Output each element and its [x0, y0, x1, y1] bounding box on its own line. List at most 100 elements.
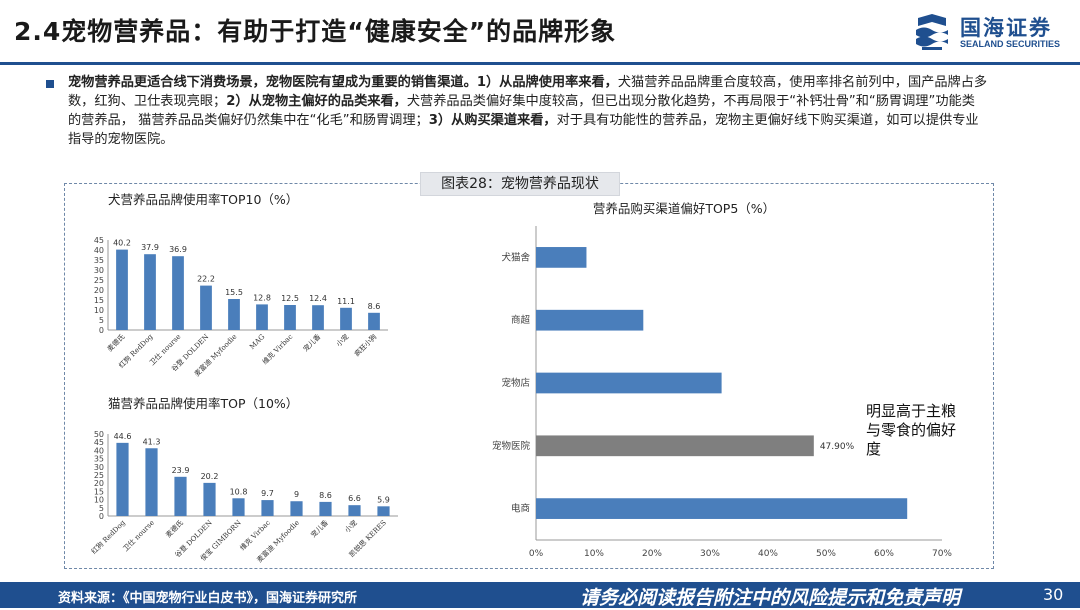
x-tick-label: 维克 Virbac — [260, 332, 294, 366]
data-label: 9 — [294, 490, 299, 499]
x-tick-label: 小宠 — [343, 518, 359, 534]
x-tick-label: 宠儿香 — [309, 518, 330, 539]
bar — [536, 372, 722, 394]
chart-title: 犬营养品品牌使用率TOP10（%） — [108, 192, 298, 207]
data-label: 6.6 — [348, 494, 361, 503]
company-logo: 国海证券 SEALAND SECURITIES — [912, 10, 1062, 56]
x-tick-label: 麦德氏 — [105, 332, 126, 353]
data-label: 41.3 — [143, 437, 161, 446]
data-label: 10.8 — [230, 487, 248, 496]
footer-bar: 资料来源：《中国宠物行业白皮书》，国海证券研究所 请务必阅读报告附注中的风险提示… — [0, 582, 1080, 609]
y-tick-label: 40 — [94, 246, 104, 255]
x-tick-label: 40% — [758, 549, 778, 559]
y-tick-label: 商超 — [511, 314, 531, 326]
data-label: 40.2 — [113, 239, 131, 248]
data-label: 20.2 — [201, 472, 219, 481]
summary-bold-1: 宠物营养品更适合线下消费场景，宠物医院有望成为重要的销售渠道。 — [68, 75, 477, 90]
data-label: 8.6 — [368, 302, 381, 311]
y-tick-label: 25 — [94, 471, 104, 480]
data-label: 47.90% — [820, 442, 855, 452]
x-tick-label: 60% — [874, 549, 894, 559]
chart-title: 猫营养品品牌使用率TOP（10%） — [108, 396, 298, 411]
x-tick-label: 红狗 RedDog — [89, 518, 127, 556]
x-tick-label: 疯狂小狗 — [352, 332, 378, 358]
x-tick-label: 宠儿香 — [301, 332, 322, 353]
summary-bold-4: 3）从购买渠道来看， — [428, 113, 557, 128]
y-tick-label: 10 — [94, 306, 104, 315]
summary-text-2: 犬营养品品类偏好集中度较高，但已出现分散化趋势，不再局限于“补钙壮骨”和“肠胃调… — [68, 94, 975, 128]
data-label: 37.9 — [141, 243, 159, 252]
summary-paragraph: 宠物营养品更适合线下消费场景，宠物医院有望成为重要的销售渠道。1）从品牌使用率来… — [68, 73, 988, 149]
y-tick-label: 犬猫舍 — [501, 251, 530, 263]
x-tick-label: 20% — [642, 549, 662, 559]
bar — [536, 309, 644, 331]
bar — [174, 476, 187, 516]
bar — [319, 501, 332, 516]
x-tick-label: 30% — [700, 549, 720, 559]
x-tick-label: 卫仕 nourse — [121, 518, 156, 553]
header-divider — [0, 62, 1080, 65]
y-tick-label: 45 — [94, 236, 104, 245]
data-label: 12.5 — [281, 294, 299, 303]
summary-bold-3: 2）从宠物主偏好的品类来看， — [226, 94, 407, 109]
data-label: 36.9 — [169, 245, 187, 254]
bar — [340, 307, 352, 330]
bar — [232, 498, 245, 516]
x-tick-label: MAG — [248, 332, 267, 351]
data-label: 12.4 — [309, 294, 327, 303]
bar — [536, 498, 908, 519]
x-tick-label: 麦德氏 — [164, 518, 185, 539]
y-tick-label: 50 — [94, 430, 104, 439]
bar — [377, 506, 390, 516]
y-tick-label: 宠物店 — [501, 377, 530, 389]
y-tick-label: 15 — [94, 296, 104, 305]
y-tick-label: 30 — [94, 266, 104, 275]
y-tick-label: 35 — [94, 256, 104, 265]
y-tick-label: 20 — [94, 286, 104, 295]
summary-bold-2: 1）从品牌使用率来看， — [476, 75, 618, 90]
bar — [172, 256, 184, 330]
logo-name: 国海证券 — [960, 16, 1052, 40]
y-tick-label: 40 — [94, 446, 104, 455]
data-label: 23.9 — [172, 466, 190, 475]
y-tick-label: 电商 — [511, 503, 530, 515]
summary-text-1: 犬猫营养品品牌重合度较高，使用率排名前列中，国产品牌占多数，红狗、卫仕表现亮眼； — [68, 75, 988, 109]
bar — [536, 435, 814, 457]
x-tick-label: 小宠 — [334, 332, 350, 348]
footer-disclaimer: 请务必阅读报告附注中的风险提示和免责声明 — [580, 587, 961, 609]
y-tick-label: 25 — [94, 276, 104, 285]
figure-tag: 图表28：宠物营养品现状 — [420, 172, 620, 196]
bar — [200, 285, 212, 330]
bar — [145, 448, 158, 516]
x-tick-label: 10% — [584, 549, 604, 559]
bar — [348, 505, 361, 516]
bar — [312, 305, 324, 330]
y-tick-label: 0 — [99, 326, 104, 335]
x-tick-label: 70% — [932, 549, 952, 559]
data-label: 44.6 — [114, 432, 132, 441]
bar — [256, 304, 268, 330]
y-tick-label: 0 — [99, 512, 104, 521]
y-tick-label: 10 — [94, 496, 104, 505]
y-tick-label: 15 — [94, 487, 104, 496]
footer-source: 资料来源：《中国宠物行业白皮书》，国海证券研究所 — [58, 591, 358, 606]
x-tick-label: 0% — [529, 549, 544, 559]
y-tick-label: 5 — [99, 504, 104, 513]
chart-title: 营养品购买渠道偏好TOP5（%） — [593, 201, 775, 216]
logo-subtitle: SEALAND SECURITIES — [960, 39, 1061, 49]
data-label: 22.2 — [197, 275, 215, 284]
bar — [368, 312, 380, 330]
y-tick-label: 宠物医院 — [492, 440, 531, 452]
data-label: 5.9 — [377, 495, 390, 504]
data-label: 15.5 — [225, 288, 243, 297]
data-label: 11.1 — [337, 297, 355, 306]
page-title: 2.4宠物营养品：有助于打造“健康安全”的品牌形象 — [14, 17, 617, 46]
y-tick-label: 30 — [94, 463, 104, 472]
bar — [261, 500, 274, 516]
data-label: 8.6 — [319, 491, 332, 500]
summary-text-3: 对于具有功能性的营养品，宠物主更偏好线下购买渠道，如可以提供专业指导的宠物医院。 — [68, 113, 979, 147]
y-tick-label: 45 — [94, 438, 104, 447]
bar — [116, 249, 128, 330]
